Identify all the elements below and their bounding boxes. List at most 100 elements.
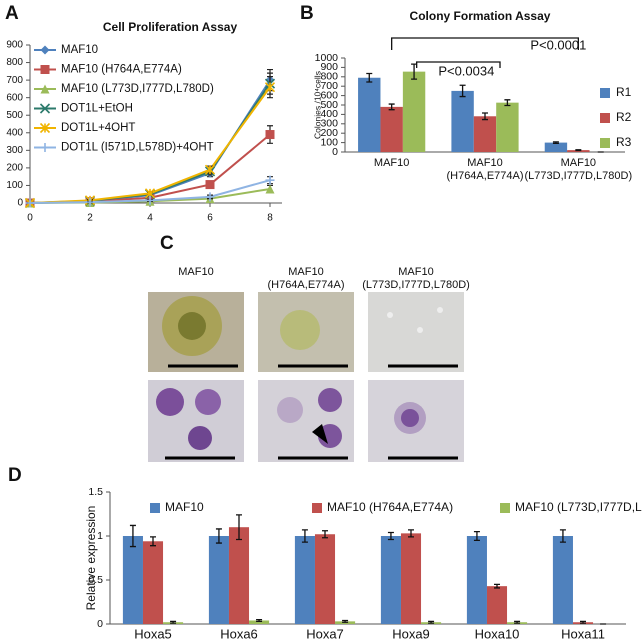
bar [486, 586, 508, 624]
error-bar [387, 531, 394, 541]
column-label: MAF10 [288, 266, 323, 278]
bar [228, 527, 250, 624]
x-tick-label: MAF10 [374, 157, 409, 169]
error-bar [170, 620, 177, 624]
bar [544, 142, 568, 152]
panel-c-images: C MAF10 MAF10 (H764A,E774A) MAF10 (L773D… [148, 233, 470, 462]
legend-label: R3 [616, 135, 632, 149]
chart-title: Cell Proliferation Assay [103, 20, 238, 34]
legend-swatch [600, 88, 610, 98]
y-tick-label: 500 [6, 110, 23, 121]
x-tick-label: 4 [147, 213, 153, 224]
cell [318, 388, 342, 412]
error-bar [514, 620, 521, 624]
y-tick-label: 0 [97, 618, 103, 630]
legend-label: MAF10 (L773D,I777D,L780D) [61, 83, 214, 95]
error-bar [459, 84, 466, 98]
x-tick-label: 8 [267, 213, 273, 224]
bracket [416, 61, 501, 68]
marker [265, 184, 275, 194]
error-bar [428, 620, 435, 624]
legend-label: MAF10 [61, 44, 98, 56]
error-bar [256, 618, 263, 623]
column-label: MAF10 [178, 266, 213, 278]
error-bar [388, 103, 395, 111]
legend-label: DOT1L+EtOH [61, 103, 133, 115]
x-tick-label: MAF10 [561, 157, 596, 169]
cell [277, 397, 303, 423]
legend-label: DOT1L (I571D,L578D)+4OHT [61, 142, 214, 154]
marker [265, 130, 275, 140]
legend-swatch [150, 503, 160, 513]
y-tick-label: 1.5 [88, 486, 103, 498]
error-bar [342, 619, 349, 623]
column-label: (H764A,E774A) [267, 279, 344, 291]
cell [387, 312, 393, 318]
bar [380, 106, 403, 152]
x-tick-label: (H764A,E774A) [446, 170, 523, 182]
x-tick-label: Hoxa11 [561, 626, 605, 641]
error-bar [580, 620, 586, 624]
bar [208, 536, 229, 624]
marker [205, 180, 215, 190]
marker [265, 175, 275, 185]
x-tick-label: Hoxa6 [220, 626, 258, 641]
error-bar [150, 536, 156, 547]
y-tick-label: 1 [97, 530, 103, 542]
bar [249, 620, 270, 624]
y-tick-label: 0.5 [88, 574, 103, 586]
x-tick-label: Hoxa10 [475, 626, 520, 641]
bar [358, 77, 381, 152]
legend-label: DOT1L+4OHT [61, 122, 135, 134]
legend-label: MAF10 [165, 500, 204, 514]
y-tick-label: 600 [320, 89, 338, 101]
cytospin-image [258, 380, 354, 462]
annotation: P<0.0001 [530, 37, 586, 52]
legend-label: MAF10 (H764A,E774A) [327, 500, 453, 514]
legend-label: R2 [616, 110, 632, 124]
annotation: P<0.0034 [438, 63, 494, 78]
y-tick-label: 200 [6, 163, 23, 174]
legend-swatch [600, 113, 610, 123]
error-bar [301, 529, 308, 543]
y-tick-label: 200 [320, 127, 338, 139]
legend-marker [40, 143, 50, 152]
colony-core [178, 312, 206, 340]
cell [156, 388, 184, 416]
error-bar [473, 530, 480, 542]
y-tick-label: 0 [17, 198, 23, 209]
marker [205, 192, 215, 202]
error-bar [236, 514, 242, 541]
cell [318, 424, 342, 448]
x-tick-label: (L773D,I777D,L780D) [525, 170, 633, 182]
legend-marker [40, 84, 50, 94]
error-bar [559, 529, 566, 543]
bar [451, 90, 474, 152]
colony [280, 310, 320, 350]
error-bar [129, 524, 136, 548]
y-axis-label: Colonies /10⁴cells [312, 71, 322, 139]
bar [400, 533, 422, 624]
bar [466, 536, 487, 624]
bar [473, 116, 497, 152]
marker [25, 198, 35, 208]
x-tick-label: Hoxa7 [306, 626, 344, 641]
y-tick-label: 800 [6, 57, 23, 68]
cell [195, 389, 221, 415]
error-bar [575, 149, 582, 152]
legend-swatch [312, 503, 322, 513]
y-tick-label: 100 [320, 136, 338, 148]
y-tick-label: 300 [320, 118, 338, 130]
y-tick-label: 400 [320, 108, 338, 120]
error-bar [408, 529, 414, 538]
y-tick-label: 300 [6, 145, 23, 156]
bar [402, 71, 426, 152]
legend-marker [39, 103, 51, 114]
marker [85, 197, 95, 207]
x-tick-label: Hoxa9 [392, 626, 430, 641]
y-tick-label: 1000 [315, 52, 339, 64]
bar [496, 102, 519, 152]
arrow [312, 424, 328, 444]
marker [204, 164, 216, 175]
